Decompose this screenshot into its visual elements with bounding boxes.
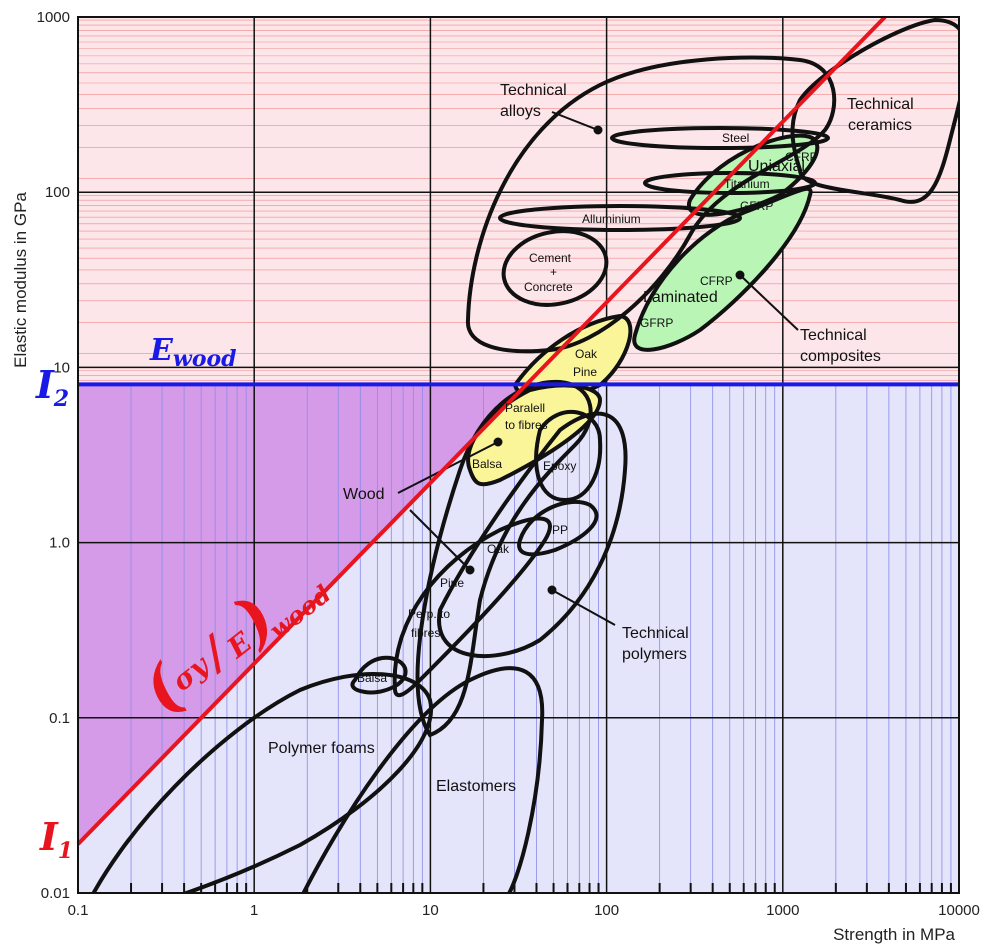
x-tick-label: 10000 [938, 902, 980, 919]
region-wood-broad [415, 379, 593, 738]
region-steel [610, 126, 830, 150]
label-technical-alloys-2: alloys [500, 103, 541, 120]
label-cement-plus: + [550, 265, 557, 279]
label-pine: Pine [440, 576, 464, 590]
region-alluminium [498, 204, 742, 232]
label-gfrp-lam: GFRP [640, 316, 673, 330]
label-elastomers: Elastomers [436, 778, 516, 795]
label-oak: Oak [487, 542, 510, 556]
x-tick-label: 1000 [766, 902, 799, 919]
label-cement: Cement [529, 251, 572, 265]
label-steel: Steel [722, 131, 749, 145]
x-tick-labels: 0.1 1 10 100 1000 10000 [68, 902, 980, 919]
region-labels: Technical alloys Technical ceramics Stee… [268, 82, 914, 795]
y-tick-label: 10 [53, 359, 70, 376]
i2-marker: I2 [35, 362, 69, 412]
y-tick-label: 1.0 [49, 535, 70, 552]
x-axis-label: Strength in MPa [833, 925, 955, 944]
label-uniaxial: Uniaxial [748, 158, 805, 175]
label-pine-top: Pine [573, 365, 597, 379]
y-tick-label: 0.01 [41, 885, 70, 902]
label-technical-polymers-2: polymers [622, 646, 687, 663]
label-technical-ceramics-1: Technical [847, 96, 914, 113]
y-tick-label: 1000 [37, 9, 70, 26]
label-pp: PP [552, 523, 568, 537]
region-polymer-foams [91, 672, 434, 893]
label-balsa-low: Balsa [357, 671, 387, 685]
label-oak-top: Oak [575, 347, 598, 361]
label-laminated: Laminated [643, 289, 718, 306]
plot-frame [77, 16, 960, 894]
region-elastomers [301, 666, 545, 893]
label-paralell: Paralell [505, 401, 545, 415]
axis-ticks [130, 883, 952, 893]
region-cement-concrete [501, 229, 609, 307]
label-technical-polymers-1: Technical [622, 625, 689, 642]
label-perp: Perp. to [408, 607, 450, 621]
label-epoxy: Epoxy [543, 459, 576, 473]
label-cfrp-lam: CFRP [700, 274, 733, 288]
x-tick-label: 10 [422, 902, 439, 919]
region-pp [517, 499, 599, 557]
y-tick-label: 100 [45, 184, 70, 201]
y-tick-label: 0.1 [49, 710, 70, 727]
label-technical-composites-1: Technical [800, 327, 867, 344]
region-laminated-composites [632, 186, 813, 352]
region-balsa [350, 655, 408, 695]
x-tick-label: 100 [594, 902, 619, 919]
y-axis-label: Elastic modulus in GPa [11, 192, 30, 368]
label-perp-fibres: fibres [411, 626, 440, 640]
strength-ratio-diagonal-line [76, 15, 887, 846]
x-tick-label: 0.1 [68, 902, 89, 919]
label-titanium: Titanium [724, 177, 770, 191]
i1-marker: I1 [39, 814, 73, 864]
label-gfrp-top: GFRP [740, 199, 773, 213]
label-cfrp-top: CFRP [785, 150, 818, 164]
ewood-label: Ewood [149, 333, 237, 372]
label-concrete: Concrete [524, 280, 573, 294]
label-technical-composites-2: composites [800, 348, 881, 365]
region-technical-ceramics [790, 17, 959, 204]
y-tick-labels: 0.01 0.1 1.0 10 100 1000 [37, 9, 70, 902]
zone-above-ewood [78, 17, 959, 385]
label-technical-alloys-1: Technical [500, 82, 567, 99]
label-balsa-top: Balsa [472, 457, 502, 471]
label-alluminium: Alluminium [582, 212, 641, 226]
label-polymer-foams: Polymer foams [268, 740, 375, 757]
label-technical-ceramics-2: ceramics [848, 117, 912, 134]
label-to-fibres: to fibres [505, 418, 548, 432]
label-wood: Wood [343, 486, 385, 503]
x-tick-label: 1 [250, 902, 258, 919]
region-technical-polymers [437, 411, 628, 659]
